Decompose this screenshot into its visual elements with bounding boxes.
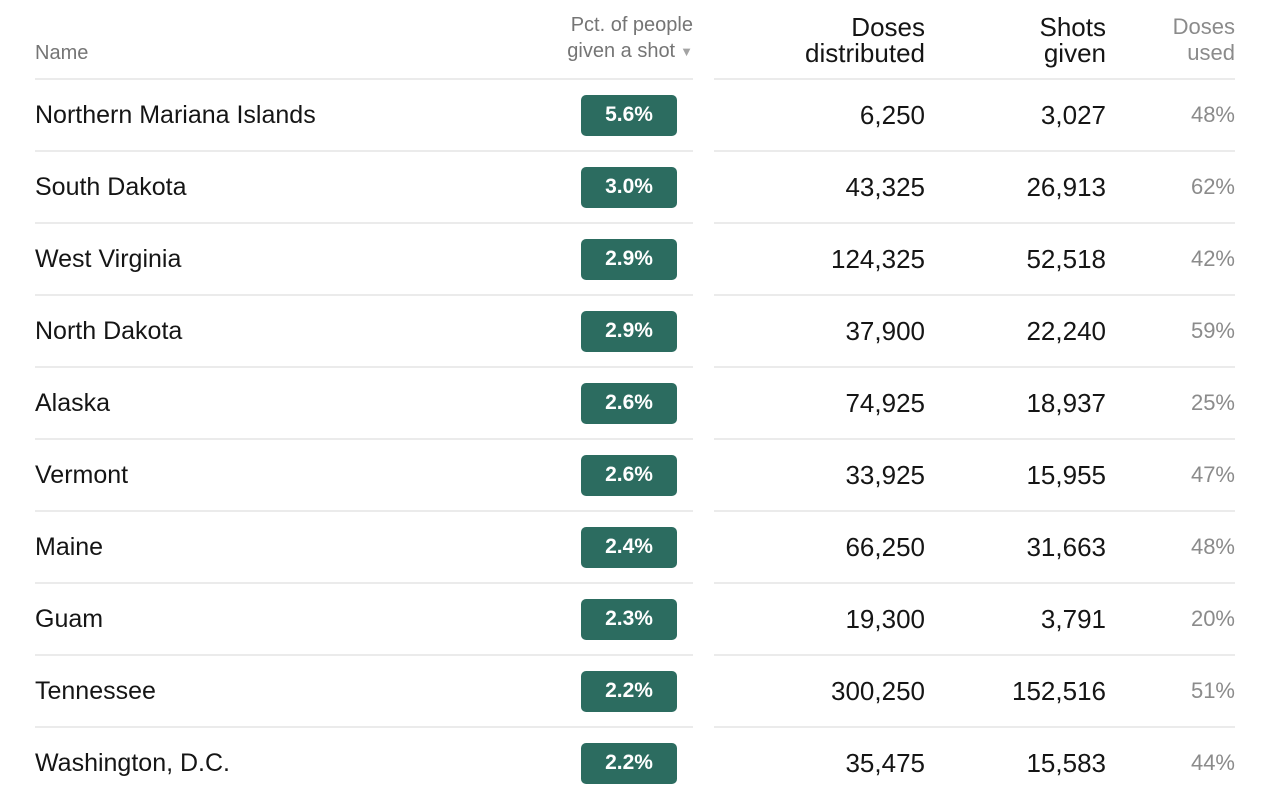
doses-distributed-value: 35,475 <box>845 747 925 778</box>
row-left-section: West Virginia 2.9% <box>35 224 693 296</box>
column-header-name[interactable]: Name <box>35 42 89 64</box>
shots-given-value: 52,518 <box>1026 243 1106 274</box>
pct-given-shot-badge: 2.9% <box>581 310 677 352</box>
doses-distributed-value: 6,250 <box>859 99 925 130</box>
pct-given-shot-badge: 2.4% <box>581 526 677 568</box>
doses-distributed-value: 33,925 <box>845 459 925 490</box>
table-row: Vermont 2.6% 33,925 15,955 47% <box>35 440 1235 512</box>
doses-distributed-value: 74,925 <box>845 387 925 418</box>
column-header-doses-distributed[interactable]: Doses distributed <box>805 12 925 68</box>
column-header-doses-used[interactable]: Doses used <box>1172 14 1235 65</box>
table-body: Northern Mariana Islands 5.6% 6,250 3,02… <box>35 80 1235 798</box>
row-right-section: 35,475 15,583 44% <box>714 728 1235 798</box>
pct-given-shot-badge: 2.6% <box>581 382 677 424</box>
pct-header-line2: given a shot ▼ <box>567 38 693 66</box>
pct-given-shot-badge: 2.9% <box>581 238 677 280</box>
pct-given-shot-badge: 3.0% <box>581 166 677 208</box>
shots-given-value: 3,791 <box>1040 603 1106 634</box>
column-header-shots-given[interactable]: Shots given <box>1039 12 1107 68</box>
header-left-section: Name Pct. of people given a shot ▼ <box>35 0 693 80</box>
table-header: Name Pct. of people given a shot ▼ Doses … <box>35 0 1235 80</box>
row-right-section: 74,925 18,937 25% <box>714 368 1235 440</box>
table-row: Alaska 2.6% 74,925 18,937 25% <box>35 368 1235 440</box>
table-row: North Dakota 2.9% 37,900 22,240 59% <box>35 296 1235 368</box>
shots-given-value: 22,240 <box>1026 315 1106 346</box>
doses-distributed-value: 300,250 <box>831 675 925 706</box>
shots-given-value: 26,913 <box>1026 171 1106 202</box>
state-name: South Dakota <box>35 172 187 201</box>
row-left-section: Vermont 2.6% <box>35 440 693 512</box>
table-row: Tennessee 2.2% 300,250 152,516 51% <box>35 656 1235 728</box>
row-left-section: Northern Mariana Islands 5.6% <box>35 80 693 152</box>
shots-given-value: 31,663 <box>1026 531 1106 562</box>
table-row: Maine 2.4% 66,250 31,663 48% <box>35 512 1235 584</box>
state-name: West Virginia <box>35 244 182 273</box>
doses-used-value: 20% <box>1190 606 1235 631</box>
state-name: Alaska <box>35 388 111 417</box>
state-name: Guam <box>35 604 104 633</box>
state-name: Northern Mariana Islands <box>35 100 316 129</box>
table-row: Northern Mariana Islands 5.6% 6,250 3,02… <box>35 80 1235 152</box>
row-left-section: Tennessee 2.2% <box>35 656 693 728</box>
row-right-section: 19,300 3,791 20% <box>714 584 1235 656</box>
doses-used-value: 48% <box>1190 102 1235 127</box>
doses-used-value: 42% <box>1190 246 1235 271</box>
shots-given-value: 152,516 <box>1012 675 1106 706</box>
header-right-section: Doses distributed Shots given Doses used <box>714 0 1235 80</box>
table-row: Guam 2.3% 19,300 3,791 20% <box>35 584 1235 656</box>
doses-used-value: 59% <box>1190 318 1235 343</box>
table-row: South Dakota 3.0% 43,325 26,913 62% <box>35 152 1235 224</box>
table-row: West Virginia 2.9% 124,325 52,518 42% <box>35 224 1235 296</box>
row-right-section: 6,250 3,027 48% <box>714 80 1235 152</box>
row-right-section: 33,925 15,955 47% <box>714 440 1235 512</box>
doses-distributed-value: 66,250 <box>845 531 925 562</box>
doses-used-value: 25% <box>1190 390 1235 415</box>
row-right-section: 66,250 31,663 48% <box>714 512 1235 584</box>
shots-given-value: 18,937 <box>1026 387 1106 418</box>
doses-distributed-value: 37,900 <box>845 315 925 346</box>
pct-given-shot-badge: 2.2% <box>581 742 677 784</box>
state-name: Vermont <box>35 460 129 489</box>
doses-used-value: 51% <box>1190 678 1235 703</box>
row-right-section: 43,325 26,913 62% <box>714 152 1235 224</box>
state-name: North Dakota <box>35 316 183 345</box>
doses-distributed-value: 19,300 <box>845 603 925 634</box>
state-name: Washington, D.C. <box>35 748 230 777</box>
row-left-section: Washington, D.C. 2.2% <box>35 728 693 798</box>
shots-given-value: 15,955 <box>1026 459 1106 490</box>
pct-given-shot-badge: 2.6% <box>581 454 677 496</box>
pct-given-shot-badge: 5.6% <box>581 94 677 136</box>
doses-distributed-value: 124,325 <box>831 243 925 274</box>
column-header-pct-given-shot[interactable]: Pct. of people given a shot ▼ <box>567 12 693 78</box>
doses-used-value: 47% <box>1190 462 1235 487</box>
doses-used-value: 62% <box>1190 174 1235 199</box>
shots-given-value: 15,583 <box>1026 747 1106 778</box>
doses-distributed-value: 43,325 <box>845 171 925 202</box>
pct-given-shot-badge: 2.3% <box>581 598 677 640</box>
sort-descending-icon[interactable]: ▼ <box>680 44 693 59</box>
row-left-section: North Dakota 2.9% <box>35 296 693 368</box>
pct-header-line1: Pct. of people <box>570 14 693 36</box>
row-left-section: Guam 2.3% <box>35 584 693 656</box>
row-right-section: 37,900 22,240 59% <box>714 296 1235 368</box>
row-right-section: 300,250 152,516 51% <box>714 656 1235 728</box>
row-left-section: Maine 2.4% <box>35 512 693 584</box>
doses-used-value: 44% <box>1190 750 1235 775</box>
state-name: Tennessee <box>35 676 156 705</box>
row-right-section: 124,325 52,518 42% <box>714 224 1235 296</box>
state-name: Maine <box>35 532 104 561</box>
shots-given-value: 3,027 <box>1040 99 1106 130</box>
pct-given-shot-badge: 2.2% <box>581 670 677 712</box>
table-row: Washington, D.C. 2.2% 35,475 15,583 44% <box>35 728 1235 798</box>
row-left-section: South Dakota 3.0% <box>35 152 693 224</box>
doses-used-value: 48% <box>1190 534 1235 559</box>
row-left-section: Alaska 2.6% <box>35 368 693 440</box>
